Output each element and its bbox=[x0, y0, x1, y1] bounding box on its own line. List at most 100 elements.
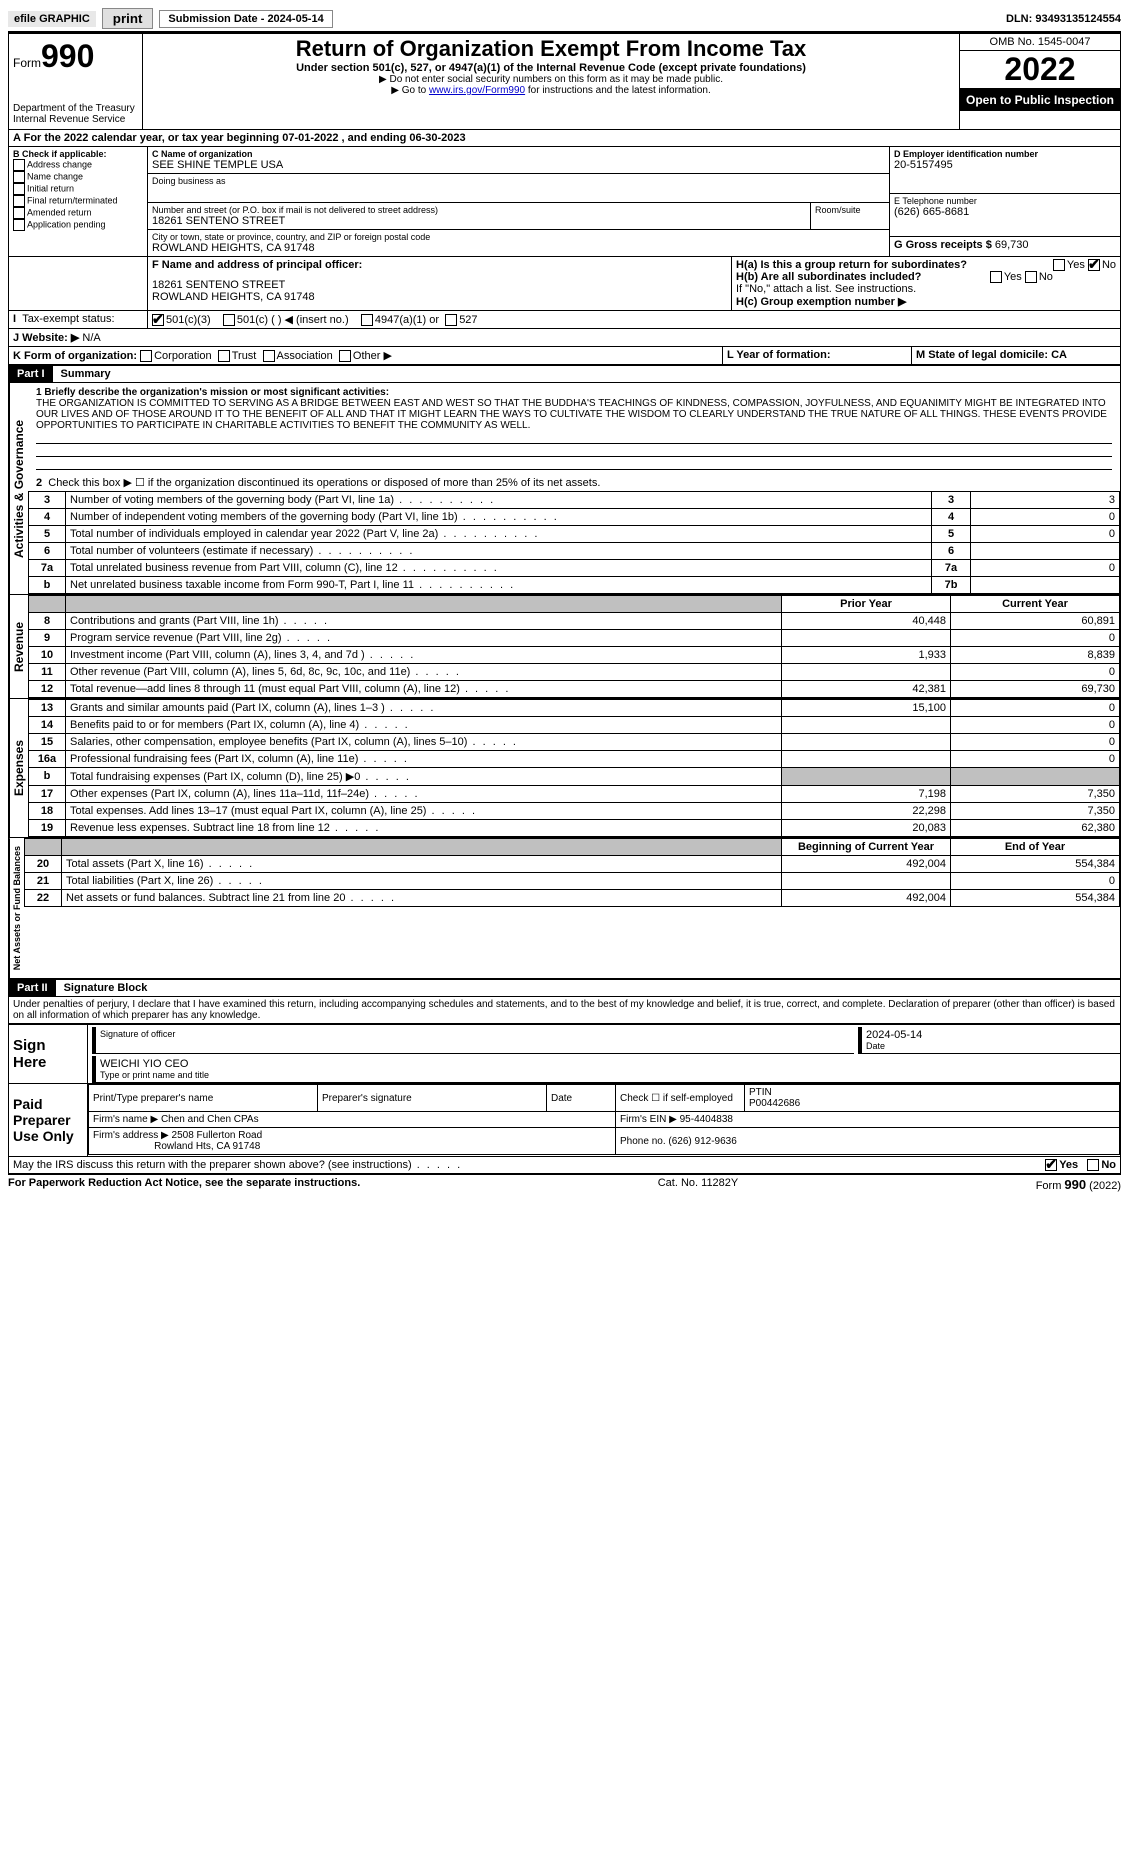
form-subtitle: Under section 501(c), 527, or 4947(a)(1)… bbox=[151, 62, 951, 74]
paid-preparer-label: Paid Preparer Use Only bbox=[9, 1084, 88, 1156]
check-4947[interactable] bbox=[361, 314, 373, 326]
form-header: Form990 Department of the Treasury Inter… bbox=[8, 33, 1121, 130]
ein-label: D Employer identification number bbox=[894, 149, 1116, 159]
blank-line bbox=[36, 444, 1112, 457]
phone-value: (626) 665-8681 bbox=[894, 206, 1116, 218]
table-row: bTotal fundraising expenses (Part IX, co… bbox=[29, 768, 1120, 786]
table-row: 13Grants and similar amounts paid (Part … bbox=[29, 700, 1120, 717]
net-assets-section: Net Assets or Fund Balances Beginning of… bbox=[8, 838, 1121, 979]
check-assoc[interactable] bbox=[263, 350, 275, 362]
irs-link[interactable]: www.irs.gov/Form990 bbox=[429, 85, 525, 96]
sign-here-label: Sign Here bbox=[9, 1025, 88, 1083]
sig-date: 2024-05-14 bbox=[866, 1029, 1116, 1041]
table-row: 22Net assets or fund balances. Subtract … bbox=[25, 890, 1120, 907]
prep-phone-label: Phone no. bbox=[620, 1136, 666, 1147]
opt-pending: Application pending bbox=[27, 219, 106, 229]
form-footer: Form 990 (2022) bbox=[1036, 1177, 1121, 1192]
gross-label: G Gross receipts $ bbox=[894, 239, 992, 251]
website-value: N/A bbox=[82, 332, 100, 344]
part1-title: Summary bbox=[53, 366, 119, 382]
tax-period: A For the 2022 calendar year, or tax yea… bbox=[9, 130, 1120, 146]
ha-label: H(a) Is this a group return for subordin… bbox=[736, 259, 967, 271]
part2-badge: Part II bbox=[9, 980, 56, 996]
opt-name: Name change bbox=[27, 171, 83, 181]
check-initial[interactable]: Initial return bbox=[13, 183, 143, 195]
opt-final: Final return/terminated bbox=[27, 195, 118, 205]
opt-4947: 4947(a)(1) or bbox=[375, 314, 439, 326]
check-other[interactable] bbox=[339, 350, 351, 362]
note-link: ▶ Go to www.irs.gov/Form990 for instruct… bbox=[151, 85, 951, 96]
opt-assoc: Association bbox=[277, 350, 333, 362]
dept-treasury: Department of the Treasury bbox=[13, 103, 138, 114]
opt-trust: Trust bbox=[232, 350, 257, 362]
revenue-table: Prior YearCurrent Year8Contributions and… bbox=[28, 595, 1120, 698]
preparer-table: Print/Type preparer's name Preparer's si… bbox=[88, 1084, 1120, 1155]
tax-period-text: For the 2022 calendar year, or tax year … bbox=[24, 132, 466, 144]
opt-527: 527 bbox=[459, 314, 477, 326]
table-row: 7aTotal unrelated business revenue from … bbox=[29, 560, 1120, 577]
hb-yes[interactable] bbox=[990, 271, 1002, 283]
table-row: 5Total number of individuals employed in… bbox=[29, 526, 1120, 543]
table-header-row: Prior YearCurrent Year bbox=[29, 596, 1120, 613]
opt-amended: Amended return bbox=[27, 207, 92, 217]
check-name-change[interactable]: Name change bbox=[13, 171, 143, 183]
submission-date: Submission Date - 2024-05-14 bbox=[159, 10, 332, 28]
table-row: 4Number of independent voting members of… bbox=[29, 509, 1120, 526]
top-bar: efile GRAPHIC print Submission Date - 20… bbox=[8, 8, 1121, 33]
officer-addr2: ROWLAND HEIGHTS, CA 91748 bbox=[152, 291, 727, 303]
cat-no: Cat. No. 11282Y bbox=[658, 1177, 739, 1192]
table-row: 17Other expenses (Part IX, column (A), l… bbox=[29, 786, 1120, 803]
note-link-post: for instructions and the latest informat… bbox=[525, 85, 711, 96]
gross-value: 69,730 bbox=[995, 239, 1029, 251]
part2-title: Signature Block bbox=[56, 980, 156, 996]
table-row: 8Contributions and grants (Part VIII, li… bbox=[29, 613, 1120, 630]
check-501c3[interactable] bbox=[152, 314, 164, 326]
table-row: 10Investment income (Part VIII, column (… bbox=[29, 647, 1120, 664]
hb-no[interactable] bbox=[1025, 271, 1037, 283]
check-pending[interactable]: Application pending bbox=[13, 219, 143, 231]
opt-other: Other ▶ bbox=[353, 350, 392, 362]
part1-header-row: Part I Summary bbox=[8, 365, 1121, 383]
check-self-employed: Check ☐ if self-employed bbox=[620, 1093, 733, 1104]
governance-section: Activities & Governance 1 Briefly descri… bbox=[8, 383, 1121, 595]
mission-label: 1 Briefly describe the organization's mi… bbox=[36, 387, 1112, 398]
print-button[interactable]: print bbox=[102, 8, 154, 29]
vert-revenue: Revenue bbox=[9, 595, 28, 698]
table-row: 16aProfessional fundraising fees (Part I… bbox=[29, 751, 1120, 768]
discuss-yes[interactable] bbox=[1045, 1159, 1057, 1171]
discuss-no[interactable] bbox=[1087, 1159, 1099, 1171]
check-final[interactable]: Final return/terminated bbox=[13, 195, 143, 207]
expenses-table: 13Grants and similar amounts paid (Part … bbox=[28, 699, 1120, 837]
yes-label: Yes bbox=[1059, 1159, 1078, 1171]
check-527[interactable] bbox=[445, 314, 457, 326]
check-501c[interactable] bbox=[223, 314, 235, 326]
ha-yes[interactable] bbox=[1053, 259, 1065, 271]
open-to-public: Open to Public Inspection bbox=[960, 89, 1120, 111]
table-row: bNet unrelated business taxable income f… bbox=[29, 577, 1120, 594]
ha-no[interactable] bbox=[1088, 259, 1100, 271]
year-formation-label: L Year of formation: bbox=[727, 349, 831, 361]
check-trust[interactable] bbox=[218, 350, 230, 362]
hb-note: If "No," attach a list. See instructions… bbox=[736, 283, 1116, 295]
hb-row: H(b) Are all subordinates included? Yes … bbox=[736, 271, 1116, 283]
line2-text: Check this box ▶ ☐ if the organization d… bbox=[48, 477, 600, 489]
prep-phone: (626) 912-9636 bbox=[668, 1136, 736, 1147]
opt-501c3: 501(c)(3) bbox=[166, 314, 211, 326]
officer-group-block: F Name and address of principal officer:… bbox=[8, 257, 1121, 311]
block-b-title: B Check if applicable: bbox=[13, 149, 143, 159]
prep-date-label: Date bbox=[551, 1093, 572, 1104]
check-corp[interactable] bbox=[140, 350, 152, 362]
form-number: Form990 bbox=[13, 38, 138, 75]
table-row: 20Total assets (Part X, line 16)492,0045… bbox=[25, 856, 1120, 873]
city-state-zip: ROWLAND HEIGHTS, CA 91748 bbox=[152, 242, 885, 254]
blank-line bbox=[36, 457, 1112, 470]
discuss-row: May the IRS discuss this return with the… bbox=[8, 1157, 1121, 1174]
table-row: 11Other revenue (Part VIII, column (A), … bbox=[29, 664, 1120, 681]
check-amended[interactable]: Amended return bbox=[13, 207, 143, 219]
blank-line bbox=[36, 431, 1112, 444]
check-address-change[interactable]: Address change bbox=[13, 159, 143, 171]
table-row: 9Program service revenue (Part VIII, lin… bbox=[29, 630, 1120, 647]
page-footer: For Paperwork Reduction Act Notice, see … bbox=[8, 1174, 1121, 1192]
org-name-label: C Name of organization bbox=[152, 149, 885, 159]
opt-initial: Initial return bbox=[27, 183, 74, 193]
